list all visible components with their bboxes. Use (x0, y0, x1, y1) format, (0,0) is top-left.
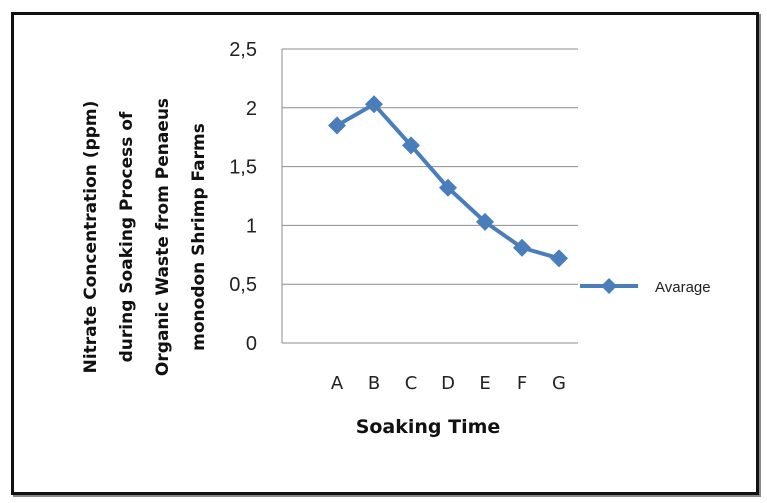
x-tick-label: E (479, 373, 490, 394)
x-tick-label: D (441, 373, 455, 394)
y-axis-label-line-1: Nitrate Concentration (ppm) (81, 101, 101, 374)
y-axis-label: Nitrate Concentration (ppm) during Soaki… (81, 98, 209, 376)
x-tick-label: F (517, 373, 527, 394)
x-tick-label: A (331, 373, 344, 394)
x-axis-label: Soaking Time (356, 416, 501, 438)
data-point-marker (550, 249, 568, 268)
data-point-marker (365, 95, 383, 114)
x-tick-label: B (368, 373, 380, 394)
gridlines (281, 48, 578, 344)
data-point-marker (328, 116, 346, 135)
y-tick-label: 1,5 (229, 157, 257, 179)
data-point-marker (513, 238, 531, 257)
y-axis-label-line-3: Organic Waste from Penaeus (153, 98, 173, 376)
y-tick-labels: 0 0,5 1 1,5 2 2,5 (229, 39, 257, 355)
data-point-marker (476, 212, 494, 231)
y-tick-label: 2 (246, 98, 257, 120)
x-tick-label: C (405, 373, 418, 394)
legend-marker (601, 278, 617, 294)
data-point-marker (439, 178, 457, 197)
legend: Avarage (580, 278, 711, 296)
data-point-marker (402, 136, 420, 155)
x-tick-labels: A B C D E F G (331, 373, 566, 394)
y-axis-label-line-4: monodon Shrimp Farms (189, 123, 209, 351)
x-tick-label: G (552, 373, 566, 394)
series-avarage (328, 95, 568, 268)
y-tick-label: 0,5 (229, 274, 257, 296)
y-tick-label: 1 (246, 215, 257, 237)
y-axis-label-line-2: during Soaking Process of (117, 111, 137, 362)
y-tick-label: 2,5 (229, 39, 257, 61)
chart-frame (11, 12, 759, 495)
y-tick-label: 0 (246, 333, 257, 355)
legend-label: Avarage (655, 279, 711, 296)
